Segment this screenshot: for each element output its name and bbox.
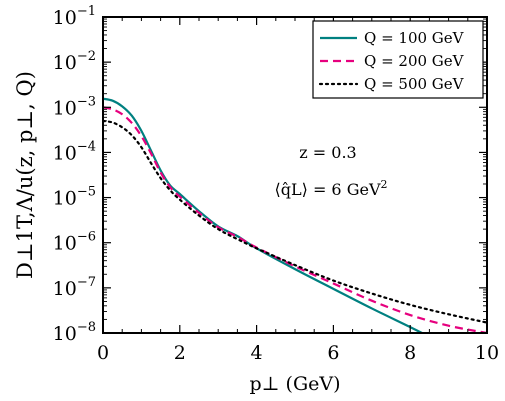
legend-label-2: Q = 200 GeV [364, 52, 465, 70]
series-line-3 [103, 119, 487, 324]
annotation-qhat-text: ⟨q̂L⟩ = 6 GeV [275, 180, 381, 199]
annotation-qhat: ⟨q̂L⟩ = 6 GeV2 [275, 178, 388, 199]
y-tick-label: 10−8 [53, 320, 96, 345]
y-tick-label: 10−4 [53, 139, 96, 164]
series-line-1 [103, 97, 425, 333]
y-tick-label: 10−2 [53, 49, 96, 74]
x-tick-label: 0 [97, 342, 109, 364]
x-tick-label: 10 [475, 342, 499, 364]
x-axis-label: p⊥ (GeV) [249, 373, 340, 395]
y-tick-label: 10−7 [53, 275, 96, 300]
y-axis-label: D⊥1T,Λ/u(z, p⊥, Q) [13, 71, 37, 279]
legend-label-3: Q = 500 GeV [364, 75, 465, 93]
x-tick-label: 6 [327, 342, 339, 364]
legend-box [312, 20, 484, 99]
x-tick-label: 8 [404, 342, 416, 364]
x-tick-label: 4 [251, 342, 263, 364]
series-line-2 [103, 106, 487, 333]
legend-label-1: Q = 100 GeV [364, 29, 465, 47]
x-tick-label: 2 [174, 342, 186, 364]
y-tick-label: 10−6 [53, 230, 96, 255]
svg-text:D⊥1T,Λ/u(z, p⊥, Q): D⊥1T,Λ/u(z, p⊥, Q) [13, 71, 37, 279]
axis-ticks: 0 2 4 6 8 10 10−1 10−2 10−3 10−4 10−5 10−6 10−7 10−8 [53, 4, 499, 364]
y-tick-label: 10−3 [53, 94, 96, 119]
annotation-qhat-exponent: 2 [381, 178, 388, 191]
legend: Q = 100 GeV Q = 200 GeV Q = 500 GeV [312, 20, 484, 99]
y-tick-label: 10−5 [53, 185, 96, 210]
plot-lines [103, 97, 487, 333]
y-axis-label-text: D⊥1T,Λ/u(z, p⊥, Q) [13, 71, 37, 279]
y-tick-label: 10−1 [53, 4, 96, 29]
annotation-z: z = 0.3 [299, 143, 356, 162]
